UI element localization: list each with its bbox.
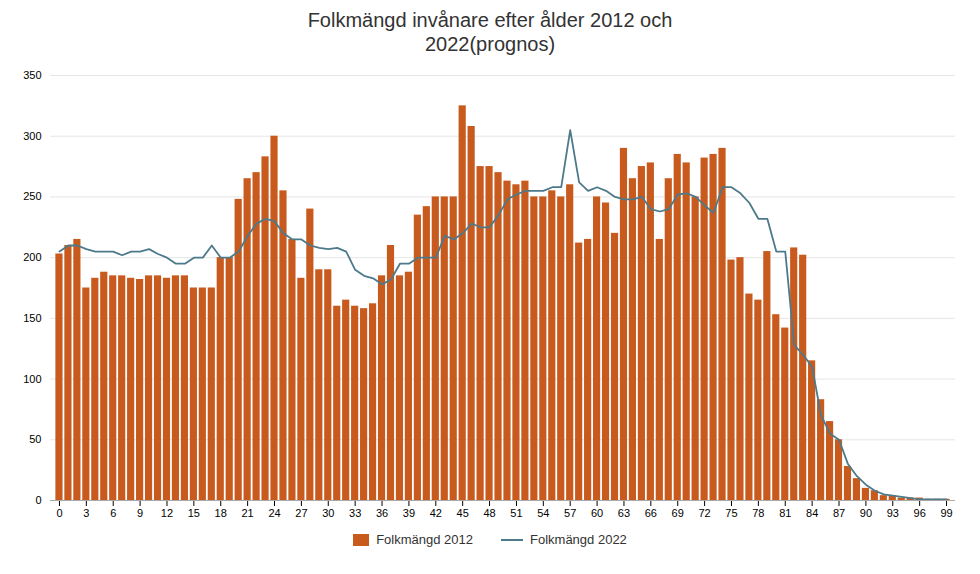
svg-text:57: 57 [564, 507, 576, 519]
svg-text:66: 66 [645, 507, 657, 519]
svg-text:78: 78 [752, 507, 764, 519]
svg-text:9: 9 [137, 507, 143, 519]
svg-text:15: 15 [188, 507, 200, 519]
svg-text:3: 3 [83, 507, 89, 519]
svg-text:300: 300 [23, 130, 41, 142]
svg-text:81: 81 [779, 507, 791, 519]
svg-text:18: 18 [215, 507, 227, 519]
svg-text:48: 48 [483, 507, 495, 519]
svg-text:90: 90 [860, 507, 872, 519]
svg-text:36: 36 [376, 507, 388, 519]
svg-text:200: 200 [23, 251, 41, 263]
html-text:Folkmängd 2012: Folkmängd 2012 [376, 532, 473, 547]
svg-text:30: 30 [322, 507, 334, 519]
svg-text:96: 96 [914, 507, 926, 519]
svg-text:51: 51 [510, 507, 522, 519]
svg-text:39: 39 [403, 507, 415, 519]
svg-text:87: 87 [833, 507, 845, 519]
svg-text:100: 100 [23, 373, 41, 385]
svg-text:93: 93 [887, 507, 899, 519]
svg-text:72: 72 [698, 507, 710, 519]
svg-text:0: 0 [35, 494, 41, 506]
svg-text:84: 84 [806, 507, 818, 519]
svg-text:350: 350 [23, 69, 41, 81]
svg-text:63: 63 [618, 507, 630, 519]
svg-text:12: 12 [161, 507, 173, 519]
svg-text:54: 54 [537, 507, 549, 519]
svg-text:75: 75 [725, 507, 737, 519]
svg-text:50: 50 [29, 433, 41, 445]
svg-text:42: 42 [430, 507, 442, 519]
svg-text:250: 250 [23, 190, 41, 202]
svg-text:69: 69 [672, 507, 684, 519]
svg-text:27: 27 [295, 507, 307, 519]
svg-text:21: 21 [242, 507, 254, 519]
svg-text:150: 150 [23, 312, 41, 324]
svg-text:6: 6 [110, 507, 116, 519]
svg-text:0: 0 [56, 507, 62, 519]
svg-text:45: 45 [457, 507, 469, 519]
svg-text:24: 24 [268, 507, 280, 519]
svg-text:33: 33 [349, 507, 361, 519]
svg-text:60: 60 [591, 507, 603, 519]
html-text:Folkmängd invånare efter ålder: Folkmängd invånare efter ålder 2012 och … [307, 9, 673, 55]
html-text:Folkmängd 2022: Folkmängd 2022 [530, 532, 627, 547]
svg-text:99: 99 [940, 507, 952, 519]
